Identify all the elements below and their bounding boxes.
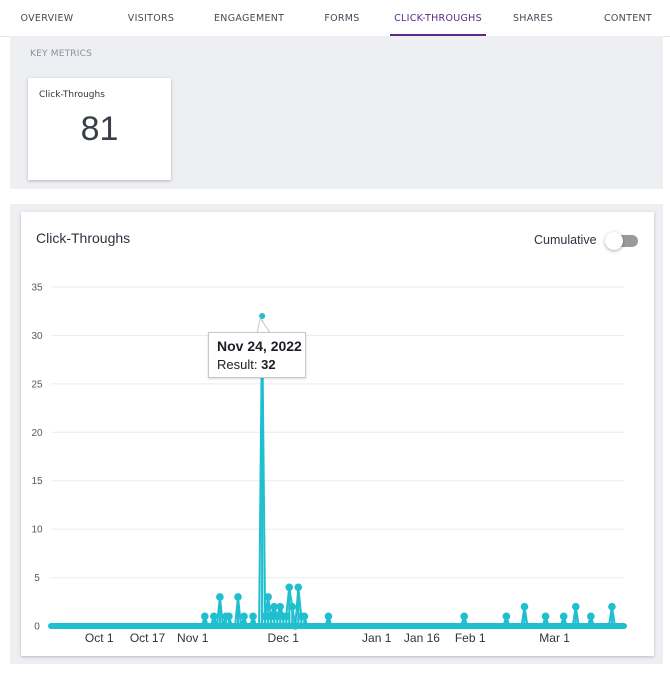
- tab-bar: OVERVIEW VISITORS ENGAGEMENT FORMS CLICK…: [0, 0, 670, 37]
- data-point: [541, 612, 550, 621]
- cumulative-toggle[interactable]: [605, 232, 639, 250]
- tab-content[interactable]: CONTENT: [603, 13, 653, 24]
- line-chart: 0 5 10 15 20 25 30 35 Oct 1 Oct 17 Nov 1 Dec 1 Jan …: [31, 283, 627, 645]
- y-tick-label: 5: [34, 573, 40, 584]
- data-point: [240, 612, 248, 621]
- x-tick-label: Oct 1: [85, 631, 114, 645]
- grid-lines: [51, 286, 624, 627]
- cumulative-label: Cumulative: [534, 233, 597, 247]
- y-tick-label: 30: [31, 331, 43, 342]
- data-point: [225, 612, 233, 621]
- x-tick-label: Mar 1: [539, 631, 570, 645]
- data-point: [460, 612, 468, 621]
- y-tick-label: 15: [31, 476, 43, 487]
- tooltip-result: Result: 32: [217, 357, 276, 372]
- data-point: [249, 612, 257, 621]
- x-tick-label: Feb 1: [455, 631, 486, 645]
- data-point: [267, 612, 275, 621]
- click-throughs-metric-card[interactable]: Click-Throughs 81: [28, 78, 171, 180]
- chart-title: Click-Throughs: [36, 230, 131, 246]
- data-point: [300, 612, 309, 621]
- data-point: [285, 583, 294, 592]
- data-tooltip: Nov 24, 2022 Result: 32: [208, 332, 306, 378]
- data-point: [234, 593, 242, 601]
- toggle-knob: [605, 232, 623, 250]
- data-point: [571, 602, 580, 611]
- chart-panel: Click-Throughs Cumulative 0 5 10 15 20 25 30 35…: [10, 204, 663, 664]
- x-tick-label: Dec 1: [268, 631, 300, 645]
- y-tick-label: 10: [31, 525, 43, 536]
- tab-forms[interactable]: FORMS: [324, 13, 360, 24]
- tab-visitors[interactable]: VISITORS: [127, 13, 175, 24]
- series-line-path: [51, 315, 624, 627]
- metric-label: Click-Throughs: [39, 90, 105, 100]
- data-point: [502, 612, 511, 621]
- series-area-fill: [51, 316, 624, 626]
- tab-overview[interactable]: OVERVIEW: [20, 13, 74, 24]
- data-point: [288, 602, 297, 611]
- x-axis-ticks: Oct 1 Oct 17 Nov 1 Dec 1 Jan 1 Jan 16 Feb 1 Mar…: [85, 631, 570, 645]
- data-point: [520, 602, 529, 611]
- data-point: [264, 593, 272, 601]
- tooltip-result-value: 32: [261, 357, 276, 372]
- chart-card: Click-Throughs Cumulative 0 5 10 15 20 25 30 35…: [21, 212, 654, 656]
- key-metrics-title: KEY METRICS: [30, 49, 93, 59]
- data-point: [294, 583, 303, 592]
- data-point: [216, 593, 224, 601]
- data-point: [608, 602, 616, 611]
- x-tick-label: Oct 17: [130, 631, 166, 645]
- data-point: [273, 612, 281, 621]
- y-axis-ticks: 0 5 10 15 20 25 30 35: [31, 283, 43, 633]
- data-point: [282, 612, 291, 621]
- data-point: [257, 311, 267, 321]
- key-metrics-panel: KEY METRICS Click-Throughs 81: [10, 36, 663, 189]
- metric-value: 81: [80, 110, 119, 148]
- tooltip-date: Nov 24, 2022: [217, 338, 302, 354]
- data-point: [270, 602, 278, 611]
- y-tick-label: 25: [31, 379, 43, 390]
- data-point: [276, 602, 284, 611]
- data-point: [324, 612, 333, 621]
- tooltip-result-label: Result:: [217, 357, 258, 372]
- x-tick-label: Jan 1: [362, 631, 392, 645]
- data-point: [201, 612, 209, 621]
- tab-engagement[interactable]: ENGAGEMENT: [214, 13, 285, 24]
- y-tick-label: 0: [34, 622, 40, 633]
- x-tick-label: Jan 16: [404, 631, 440, 645]
- tab-shares[interactable]: SHARES: [512, 13, 554, 24]
- data-point: [261, 612, 269, 621]
- series-area: [51, 316, 624, 626]
- data-point: [559, 612, 568, 621]
- data-point: [210, 612, 218, 621]
- data-point: [291, 622, 300, 630]
- series-line: [48, 315, 627, 629]
- y-tick-label: 35: [31, 283, 43, 294]
- tab-click-throughs[interactable]: CLICK-THROUGHS: [390, 0, 486, 36]
- x-tick-label: Nov 1: [177, 631, 209, 645]
- y-tick-label: 20: [31, 428, 43, 439]
- data-point: [587, 612, 595, 621]
